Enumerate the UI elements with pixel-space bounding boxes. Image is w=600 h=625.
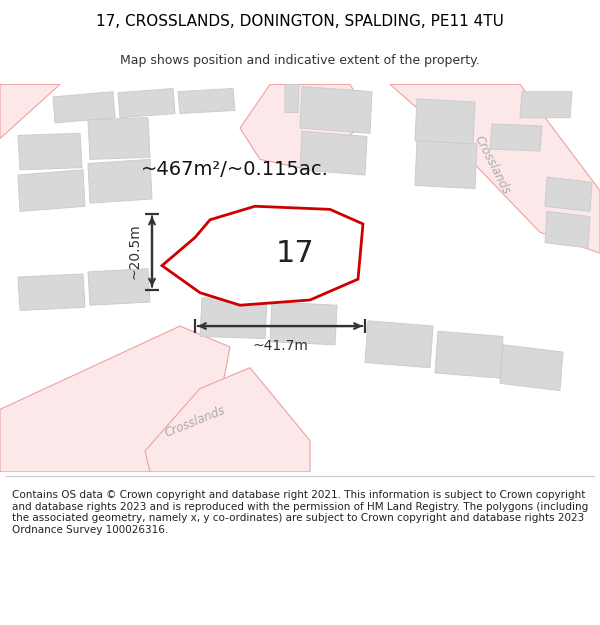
Polygon shape bbox=[18, 274, 85, 311]
Polygon shape bbox=[415, 99, 475, 144]
Polygon shape bbox=[545, 211, 590, 248]
Text: 17: 17 bbox=[275, 239, 314, 268]
Polygon shape bbox=[415, 141, 477, 189]
Text: 17, CROSSLANDS, DONINGTON, SPALDING, PE11 4TU: 17, CROSSLANDS, DONINGTON, SPALDING, PE1… bbox=[96, 14, 504, 29]
Text: Crosslands: Crosslands bbox=[163, 404, 227, 440]
Text: ~41.7m: ~41.7m bbox=[252, 339, 308, 352]
Text: Crosslands: Crosslands bbox=[472, 133, 512, 196]
Polygon shape bbox=[118, 89, 175, 118]
Polygon shape bbox=[145, 368, 310, 472]
Polygon shape bbox=[390, 84, 600, 253]
Polygon shape bbox=[240, 84, 370, 170]
Polygon shape bbox=[53, 92, 115, 123]
Polygon shape bbox=[162, 206, 363, 305]
Polygon shape bbox=[178, 89, 235, 114]
Polygon shape bbox=[490, 124, 542, 151]
Polygon shape bbox=[520, 92, 572, 118]
Polygon shape bbox=[365, 321, 433, 368]
Polygon shape bbox=[88, 269, 150, 305]
Text: Contains OS data © Crown copyright and database right 2021. This information is : Contains OS data © Crown copyright and d… bbox=[12, 490, 588, 535]
Polygon shape bbox=[545, 177, 592, 211]
Polygon shape bbox=[435, 331, 503, 378]
Polygon shape bbox=[200, 298, 267, 339]
Polygon shape bbox=[0, 84, 60, 139]
Polygon shape bbox=[18, 170, 85, 211]
Polygon shape bbox=[270, 302, 337, 345]
Polygon shape bbox=[18, 133, 82, 170]
Polygon shape bbox=[88, 118, 150, 159]
Text: ~467m²/~0.115ac.: ~467m²/~0.115ac. bbox=[141, 160, 329, 179]
Text: ~20.5m: ~20.5m bbox=[128, 224, 142, 279]
Polygon shape bbox=[300, 131, 367, 175]
Polygon shape bbox=[285, 84, 299, 112]
Polygon shape bbox=[88, 159, 152, 203]
Text: Map shows position and indicative extent of the property.: Map shows position and indicative extent… bbox=[120, 54, 480, 68]
Polygon shape bbox=[0, 326, 230, 472]
Polygon shape bbox=[300, 86, 372, 133]
Polygon shape bbox=[500, 345, 563, 391]
